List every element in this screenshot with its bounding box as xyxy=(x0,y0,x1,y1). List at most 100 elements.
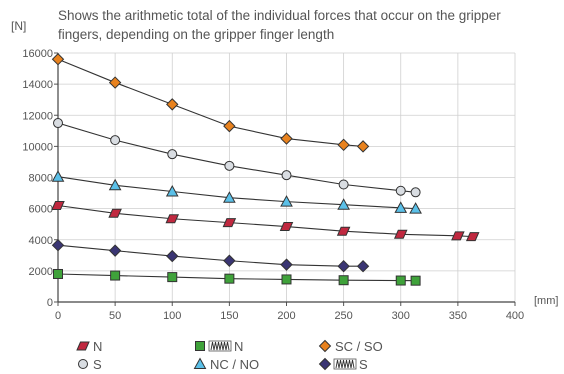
data-point xyxy=(166,98,179,111)
x-tick-label: 150 xyxy=(220,310,238,322)
data-point xyxy=(165,214,180,224)
data-point xyxy=(337,259,350,273)
data-point xyxy=(336,226,351,236)
legend-label: N xyxy=(93,339,102,354)
spring-icon-frame xyxy=(333,358,357,370)
x-tick-label: 400 xyxy=(506,310,524,322)
legend-item: N xyxy=(76,339,102,354)
series-line xyxy=(57,58,364,147)
series-line xyxy=(57,244,364,267)
data-point xyxy=(51,238,65,252)
data-point xyxy=(338,275,349,286)
series-0 xyxy=(51,53,370,153)
legend-marker xyxy=(318,357,332,371)
legend-item: S xyxy=(318,357,368,372)
data-point xyxy=(167,149,178,160)
data-point xyxy=(356,140,370,153)
y-tick-label: 4000 xyxy=(29,235,53,247)
legend-item: N xyxy=(195,339,243,354)
y-tick-label: 2000 xyxy=(29,266,53,278)
legend-marker xyxy=(195,341,205,351)
y-axis-unit-label: [N] xyxy=(11,19,26,33)
data-point xyxy=(108,178,122,191)
data-point xyxy=(281,274,292,285)
legend-marker xyxy=(78,359,88,369)
chart-title-line-2: fingers, depending on the gripper finger… xyxy=(58,27,334,42)
x-tick-label: 200 xyxy=(277,310,295,322)
legend-marker xyxy=(318,339,332,353)
x-tick-label: 250 xyxy=(334,310,352,322)
legend-marker xyxy=(76,341,90,351)
x-tick-label: 0 xyxy=(55,310,61,322)
data-point xyxy=(338,179,349,190)
legend-item: SC / SO xyxy=(318,339,383,354)
data-point xyxy=(410,275,421,286)
legend-item: NC / NO xyxy=(193,357,259,372)
series-2 xyxy=(51,170,422,214)
x-axis-unit-label: [mm] xyxy=(534,295,558,307)
legend-label: S xyxy=(93,357,102,372)
x-tick-label: 50 xyxy=(109,310,121,322)
data-point xyxy=(410,187,421,198)
data-point xyxy=(108,244,122,257)
x-tick-label: 100 xyxy=(163,310,181,322)
data-point xyxy=(395,275,406,286)
legend-marker xyxy=(193,357,207,369)
series-group xyxy=(51,53,480,286)
spring-icon-coil xyxy=(210,341,230,351)
data-point xyxy=(279,222,294,232)
x-tick-label: 300 xyxy=(392,310,410,322)
spring-icon-frame xyxy=(208,340,232,352)
series-line xyxy=(57,273,416,282)
data-point xyxy=(223,191,236,203)
y-tick-label: 16000 xyxy=(22,48,53,60)
legend-label: SC / SO xyxy=(335,339,383,354)
data-point xyxy=(108,208,122,218)
data-point xyxy=(393,229,408,239)
data-point xyxy=(51,53,65,66)
y-tick-label: 8000 xyxy=(29,173,53,185)
legend-item: S xyxy=(78,357,102,372)
legend-label: NC / NO xyxy=(210,357,259,372)
chart-title-line-1: Shows the arithmetic total of the indivi… xyxy=(58,8,501,23)
data-point xyxy=(224,160,235,171)
data-point xyxy=(280,132,293,145)
data-point xyxy=(394,201,408,213)
series-4 xyxy=(51,238,370,273)
y-tick-label: 6000 xyxy=(29,204,53,216)
data-point xyxy=(53,118,63,129)
data-point xyxy=(337,198,350,210)
data-point xyxy=(409,202,422,214)
legend-label: N xyxy=(234,339,243,354)
series-1 xyxy=(53,118,421,198)
data-point xyxy=(280,195,293,207)
series-line xyxy=(57,176,416,210)
data-point xyxy=(337,138,350,152)
series-5 xyxy=(53,268,421,286)
data-point xyxy=(51,201,65,211)
data-point xyxy=(224,273,235,284)
data-point xyxy=(465,232,480,242)
spring-icon xyxy=(333,358,357,370)
legend-label: S xyxy=(359,357,368,372)
y-tick-label: 12000 xyxy=(22,110,53,122)
data-point xyxy=(395,185,406,196)
data-point xyxy=(110,135,121,146)
data-point xyxy=(108,76,122,89)
data-point xyxy=(110,270,121,281)
series-line xyxy=(57,122,416,193)
spring-icon-coil xyxy=(335,359,355,369)
axes: 0 2000 4000 6000 8000 10000 12000 14000 16000 0 50… xyxy=(22,48,524,322)
x-tick-label: 350 xyxy=(449,310,467,322)
y-tick-label: 14000 xyxy=(22,79,53,91)
data-point xyxy=(356,259,370,273)
y-tick-label: 0 xyxy=(47,297,53,309)
data-point xyxy=(222,218,237,228)
data-point xyxy=(223,119,236,133)
data-point xyxy=(223,254,236,267)
data-point xyxy=(165,184,179,197)
data-point xyxy=(280,258,293,271)
data-point xyxy=(51,170,65,182)
